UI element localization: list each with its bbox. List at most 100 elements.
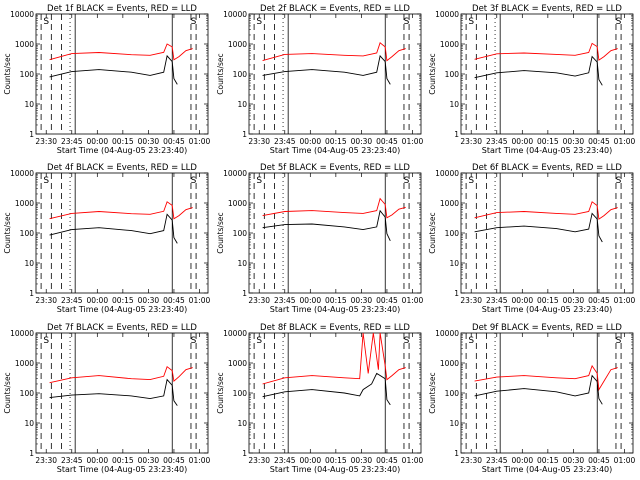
events-series-line (49, 54, 178, 85)
x-tick-label: 00:00 (511, 456, 533, 465)
y-tick-label: 1000 (15, 40, 34, 49)
x-tick-label: 00:00 (86, 456, 108, 465)
x-tick-label: 00:15 (537, 137, 559, 146)
x-tick-label: 00:15 (537, 296, 559, 305)
panel-title: Det 6f BLACK = Events, RED = LLD (472, 163, 622, 173)
y-axis-label: Counts/sec (216, 372, 225, 413)
y-tick-label: 10 (24, 419, 34, 428)
y-tick-label: 10 (24, 259, 34, 268)
region-label: S (43, 336, 49, 346)
panel-title: Det 3f BLACK = Events, RED = LLD (472, 4, 622, 14)
x-tick-label: 23:30 (248, 296, 270, 305)
x-axis-label: Start Time (04-Aug-05 23:23:40) (57, 305, 188, 314)
y-tick-label: 10 (449, 259, 459, 268)
region-label: S (43, 17, 49, 27)
lld-series-line (474, 42, 618, 61)
y-tick-label: 10000 (435, 10, 459, 19)
x-tick-label: 00:00 (86, 137, 108, 146)
x-tick-label: 01:00 (614, 296, 636, 305)
y-tick-label: 1 (29, 130, 34, 139)
x-tick-label: 01:00 (189, 296, 211, 305)
x-tick-label: 23:45 (274, 456, 296, 465)
region-label: S (404, 17, 410, 27)
y-axis-label: Counts/sec (216, 53, 225, 94)
x-tick-label: 00:15 (112, 456, 134, 465)
region-label: S (404, 176, 410, 186)
region-label: S (468, 17, 474, 27)
x-tick-label: 00:30 (563, 296, 585, 305)
y-tick-label: 10000 (223, 10, 247, 19)
x-tick-label: 00:00 (86, 296, 108, 305)
y-tick-label: 1000 (440, 199, 459, 208)
x-tick-label: 23:30 (35, 137, 57, 146)
lld-series-line (262, 42, 406, 62)
x-tick-label: 23:45 (61, 137, 83, 146)
y-tick-label: 100 (20, 229, 35, 238)
y-tick-label: 1000 (228, 359, 247, 368)
x-tick-label: 23:45 (274, 296, 296, 305)
x-tick-label: 00:45 (376, 137, 398, 146)
events-series-line (49, 213, 178, 244)
x-tick-label: 01:00 (614, 456, 636, 465)
y-axis-label: Counts/sec (428, 53, 437, 94)
x-tick-label: 23:30 (460, 456, 482, 465)
y-tick-label: 100 (20, 389, 35, 398)
x-tick-label: 00:00 (511, 296, 533, 305)
y-axis-label: Counts/sec (216, 212, 225, 253)
x-tick-label: 01:00 (614, 137, 636, 146)
x-tick-label: 00:45 (376, 456, 398, 465)
x-tick-label: 00:45 (163, 137, 185, 146)
region-label: S (256, 336, 262, 346)
x-tick-label: 00:30 (138, 296, 160, 305)
events-series-line (474, 212, 603, 243)
y-tick-label: 100 (445, 70, 460, 79)
x-axis-label: Start Time (04-Aug-05 23:23:40) (482, 146, 613, 155)
x-tick-label: 00:00 (299, 296, 321, 305)
x-tick-label: 00:30 (563, 137, 585, 146)
events-series-line (262, 372, 391, 406)
x-axis-label: Start Time (04-Aug-05 23:23:40) (270, 305, 401, 314)
region-label: S (191, 17, 197, 27)
x-tick-label: 23:30 (460, 137, 482, 146)
y-tick-label: 10 (237, 259, 247, 268)
y-tick-label: 100 (233, 229, 248, 238)
y-tick-label: 1 (454, 130, 459, 139)
y-tick-label: 10000 (10, 329, 34, 338)
y-tick-label: 1 (29, 449, 34, 458)
y-axis-label: Counts/sec (428, 212, 437, 253)
x-tick-label: 00:15 (112, 137, 134, 146)
x-tick-label: 23:45 (61, 296, 83, 305)
x-axis-label: Start Time (04-Aug-05 23:23:40) (270, 465, 401, 474)
y-tick-label: 10000 (10, 10, 34, 19)
y-tick-label: 10000 (435, 329, 459, 338)
lld-series-line (49, 201, 193, 220)
x-axis-label: Start Time (04-Aug-05 23:23:40) (482, 305, 613, 314)
events-series-line (262, 209, 391, 241)
x-tick-label: 23:30 (35, 296, 57, 305)
region-label: S (43, 176, 49, 186)
y-tick-label: 1000 (440, 359, 459, 368)
y-tick-label: 10000 (435, 169, 459, 178)
lld-series-line (474, 364, 618, 391)
x-tick-label: 01:00 (402, 456, 424, 465)
panel-title: Det 2f BLACK = Events, RED = LLD (260, 4, 410, 14)
x-tick-label: 01:00 (402, 296, 424, 305)
y-tick-label: 10000 (223, 329, 247, 338)
region-label: S (468, 176, 474, 186)
y-tick-label: 10 (449, 419, 459, 428)
x-tick-label: 00:45 (588, 296, 610, 305)
y-tick-label: 1000 (440, 40, 459, 49)
region-label: S (616, 176, 622, 186)
x-tick-label: 00:30 (351, 456, 373, 465)
x-tick-label: 23:30 (248, 137, 270, 146)
x-tick-label: 23:30 (248, 456, 270, 465)
x-axis-label: Start Time (04-Aug-05 23:23:40) (270, 146, 401, 155)
x-tick-label: 00:30 (138, 456, 160, 465)
x-tick-label: 23:45 (486, 137, 508, 146)
y-tick-label: 10 (237, 100, 247, 109)
y-axis-label: Counts/sec (3, 212, 12, 253)
y-tick-label: 100 (20, 70, 35, 79)
y-tick-label: 10000 (223, 169, 247, 178)
events-series-line (474, 55, 603, 86)
lld-series-line (474, 201, 618, 220)
